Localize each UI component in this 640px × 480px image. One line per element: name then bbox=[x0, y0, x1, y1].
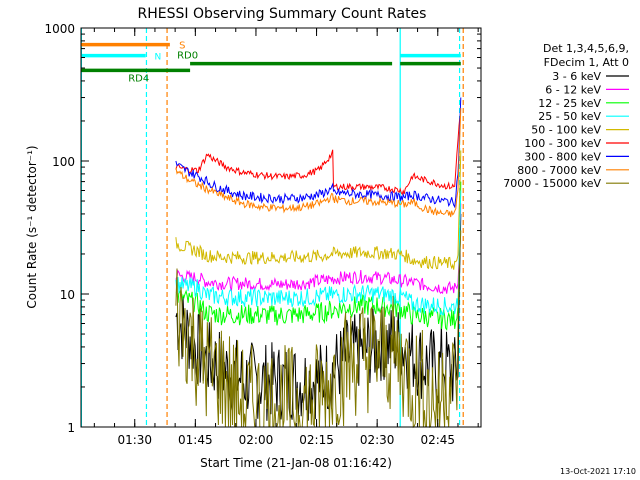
legend-entry-label: 25 - 50 keV bbox=[538, 110, 601, 123]
chart-title: RHESSI Observing Summary Count Rates bbox=[138, 6, 427, 22]
x-tick-label: 02:15 bbox=[299, 433, 334, 447]
legend-entry-label: 3 - 6 keV bbox=[552, 70, 601, 83]
series-line-7 bbox=[175, 108, 462, 218]
x-tick-label: 02:30 bbox=[360, 433, 395, 447]
x-tick-label: 02:00 bbox=[239, 433, 274, 447]
footer-timestamp: 13-Oct-2021 17:10 bbox=[560, 467, 636, 476]
y-tick-label: 10 bbox=[60, 288, 75, 302]
legend-entry-label: 50 - 100 keV bbox=[531, 124, 601, 137]
legend-entry-label: 800 - 7000 keV bbox=[517, 164, 601, 177]
series-line-4 bbox=[175, 150, 462, 270]
legend-entry-label: 12 - 25 keV bbox=[538, 97, 601, 110]
legend-entry-label: 6 - 12 keV bbox=[545, 83, 601, 96]
legend-header-line-2: FDecim 1, Att 0 bbox=[544, 56, 629, 69]
series-line-0 bbox=[175, 213, 462, 421]
flag-label-s: S bbox=[179, 41, 185, 52]
series-line-1 bbox=[175, 203, 462, 295]
legend-header-line-1: Det 1,3,4,5,6,9, bbox=[543, 42, 629, 55]
series-line-6 bbox=[175, 97, 462, 209]
legend-entry-label: 100 - 300 keV bbox=[524, 137, 601, 150]
plot-frame bbox=[80, 27, 482, 428]
x-axis-label: Start Time (21-Jan-08 01:16:42) bbox=[200, 456, 392, 470]
flag-label-n: N bbox=[154, 53, 161, 63]
plot-layer: S N RD0 RD4 1 10 100 1000 01:30 01:45 02:00 02:15 02… bbox=[44, 22, 629, 447]
legend-entry-label: 300 - 800 keV bbox=[524, 150, 601, 163]
x-tick-label: 01:45 bbox=[178, 433, 213, 447]
series-line-2 bbox=[175, 181, 462, 332]
series-line-8 bbox=[175, 230, 462, 429]
series-line-5 bbox=[175, 115, 461, 196]
x-tick-label: 01:30 bbox=[117, 433, 152, 447]
x-tick-label: 02:45 bbox=[420, 433, 455, 447]
flag-label-rd4: RD4 bbox=[128, 73, 149, 84]
flag-label-rd0: RD0 bbox=[177, 50, 198, 61]
series-line-3 bbox=[175, 190, 462, 316]
y-axis-label: Count Rate (s⁻¹ detector⁻¹) bbox=[25, 145, 39, 308]
legend-entry-label: 7000 - 15000 keV bbox=[503, 177, 601, 190]
y-tick-label: 1000 bbox=[44, 22, 75, 36]
y-tick-label: 100 bbox=[52, 155, 75, 169]
y-tick-label: 1 bbox=[67, 421, 75, 435]
